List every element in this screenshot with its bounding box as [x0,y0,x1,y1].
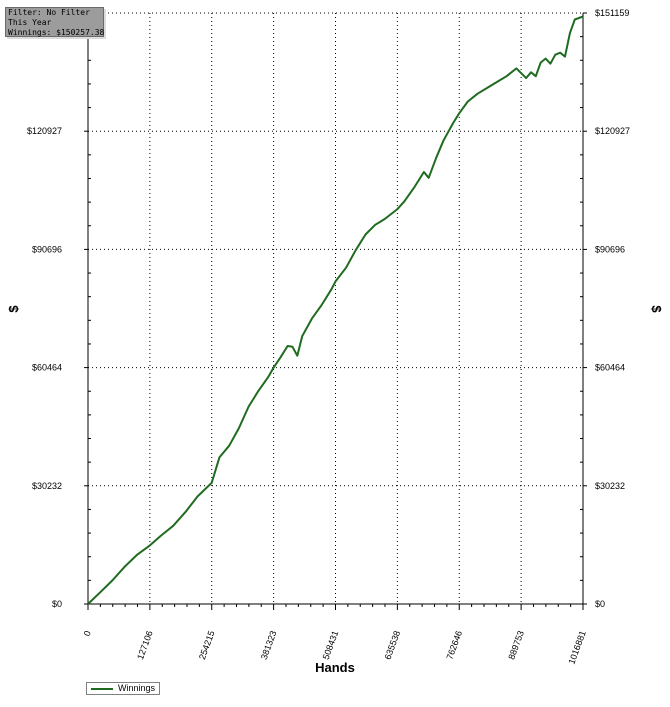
y-tick-label-right: $60464 [595,363,625,373]
x-tick-label: 762646 [444,629,464,661]
y-tick-label-right: $90696 [595,244,625,254]
x-tick-label: 1016881 [566,629,587,665]
filter-text: Filter: No Filter [8,8,90,17]
legend: Winnings [86,682,160,695]
y-tick-label-right: $120927 [595,126,630,136]
y-tick-label-left: $0 [52,599,62,609]
x-tick-label: 254215 [197,629,217,661]
y-tick-label-right: $151159 [595,8,629,18]
grid-lines [87,12,584,605]
x-tick-label: 0 [82,629,93,637]
y-tick-label-left: $90696 [32,244,62,254]
y2-axis-title: $ [649,305,664,313]
y-tick-label-left: $30232 [32,481,62,491]
filter-info-box: Filter: No Filter This Year Winnings: $1… [5,7,104,37]
x-tick-label: 889753 [506,629,526,661]
x-tick-label: 635538 [383,629,403,661]
period-text: This Year [8,18,52,27]
winnings-text: Winnings: $150257.38 [8,28,105,37]
legend-swatch-winnings [91,688,113,690]
y-tick-label-left: $120927 [27,126,62,136]
y-tick-label-right: $30232 [595,481,625,491]
y-tick-label-left: $60464 [32,363,62,373]
x-tick-label: 127106 [135,629,155,661]
y-axis-title: $ [6,305,21,313]
tick-labels: $0 $0 $30232 $30232 $60464 $60464 $90696 $90696… [27,8,630,666]
winnings-line [87,15,584,605]
x-tick-label: 508431 [321,629,341,661]
series-layer [87,15,584,605]
x-axis-title: Hands [315,660,355,675]
y-tick-label-right: $0 [595,599,605,609]
legend-label-winnings: Winnings [118,683,156,693]
x-tick-label: 381323 [259,629,279,661]
tick-marks [84,12,587,610]
